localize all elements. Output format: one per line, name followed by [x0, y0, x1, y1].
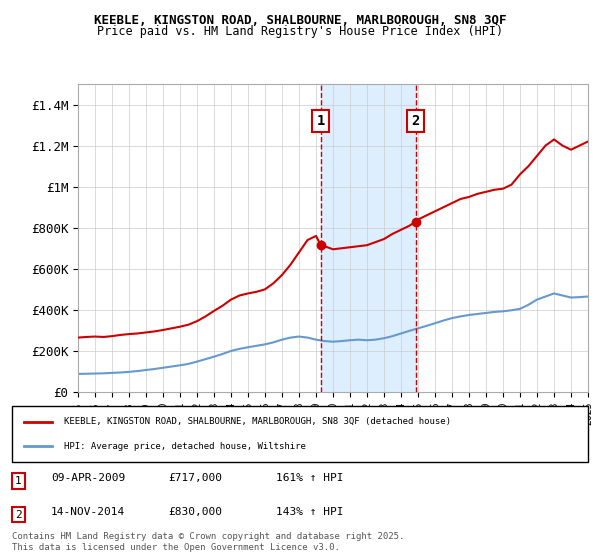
Text: 161% ↑ HPI: 161% ↑ HPI — [276, 473, 343, 483]
Text: 14-NOV-2014: 14-NOV-2014 — [51, 507, 125, 517]
Text: 1: 1 — [316, 114, 325, 128]
Text: 2: 2 — [412, 114, 420, 128]
Text: 2: 2 — [15, 510, 22, 520]
Text: 09-APR-2009: 09-APR-2009 — [51, 473, 125, 483]
Text: KEEBLE, KINGSTON ROAD, SHALBOURNE, MARLBOROUGH, SN8 3QF: KEEBLE, KINGSTON ROAD, SHALBOURNE, MARLB… — [94, 14, 506, 27]
Text: KEEBLE, KINGSTON ROAD, SHALBOURNE, MARLBOROUGH, SN8 3QF (detached house): KEEBLE, KINGSTON ROAD, SHALBOURNE, MARLB… — [64, 417, 451, 426]
Text: Contains HM Land Registry data © Crown copyright and database right 2025.
This d: Contains HM Land Registry data © Crown c… — [12, 532, 404, 552]
Bar — [320, 84, 416, 392]
Text: 143% ↑ HPI: 143% ↑ HPI — [276, 507, 343, 517]
Text: HPI: Average price, detached house, Wiltshire: HPI: Average price, detached house, Wilt… — [64, 442, 306, 451]
Text: Price paid vs. HM Land Registry's House Price Index (HPI): Price paid vs. HM Land Registry's House … — [97, 25, 503, 38]
Text: £717,000: £717,000 — [168, 473, 222, 483]
Text: £830,000: £830,000 — [168, 507, 222, 517]
FancyBboxPatch shape — [12, 406, 588, 462]
Text: 1: 1 — [15, 476, 22, 486]
